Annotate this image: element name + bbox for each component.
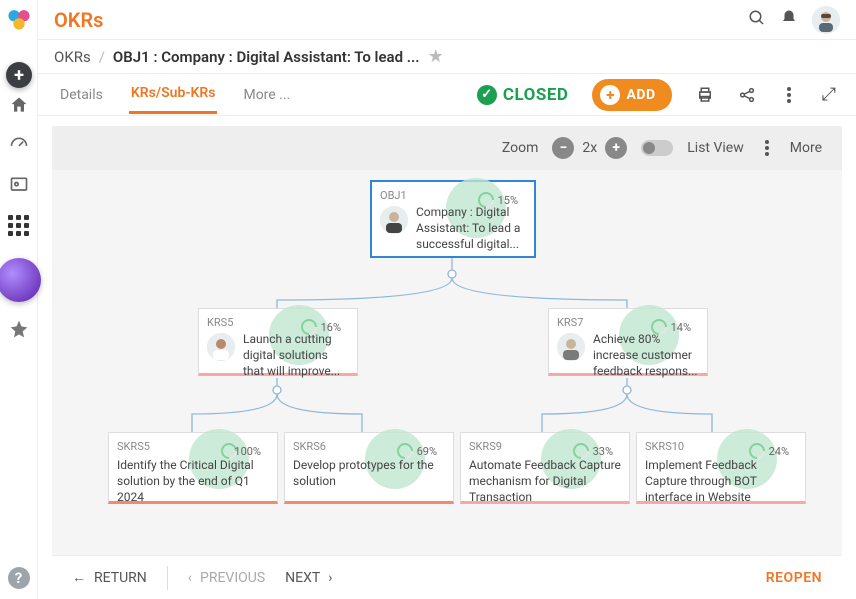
status-badge: ✓ CLOSED: [477, 85, 569, 105]
node-text: Company : Digital Assistant: To lead a s…: [416, 204, 526, 253]
node-text: Identify the Critical Digital solution b…: [117, 457, 269, 506]
nav-dashboard-icon[interactable]: [6, 132, 32, 158]
next-label: NEXT: [285, 570, 320, 586]
print-icon[interactable]: [696, 86, 714, 104]
previous-label: PREVIOUS: [200, 570, 265, 586]
chevron-right-icon: ›: [328, 570, 332, 586]
add-button-label: ADD: [626, 87, 655, 103]
chevron-left-icon: ‹: [188, 570, 192, 586]
tab-krs[interactable]: KRs/Sub-KRs: [129, 75, 218, 114]
node-percent: 69%: [417, 445, 437, 458]
node-skrs10[interactable]: SKRS10 24% Implement Feedback Capture th…: [636, 432, 806, 504]
tab-bar: Details KRs/Sub-KRs More ... ✓ CLOSED + …: [38, 74, 856, 116]
help-button[interactable]: ?: [8, 567, 30, 589]
node-tag: SKRS5: [117, 440, 150, 453]
node-skrs6[interactable]: SKRS6 69% Develop prototypes for the sol…: [284, 432, 454, 504]
nav-contact-icon[interactable]: [6, 172, 32, 198]
zoom-out-button[interactable]: −: [552, 137, 574, 159]
node-text: Launch a cutting digital solutions that …: [243, 331, 349, 380]
arrow-left-icon: ←: [72, 569, 86, 586]
notifications-icon[interactable]: [780, 9, 798, 31]
return-button[interactable]: ← RETURN: [72, 569, 147, 586]
add-button[interactable]: + ADD: [592, 79, 671, 111]
kebab-menu-icon[interactable]: [780, 87, 798, 103]
breadcrumb: OKRs / OBJ1 : Company : Digital Assistan…: [38, 40, 856, 74]
node-skrs9[interactable]: SKRS9 33% Automate Feedback Capture mech…: [460, 432, 630, 504]
nav-favorites-icon[interactable]: [6, 316, 32, 342]
canvas-toolbar: Zoom − 2x + List View More: [52, 126, 842, 170]
search-icon[interactable]: [748, 9, 766, 31]
canvas-more-icon[interactable]: [758, 140, 776, 156]
owner-avatar: [557, 333, 585, 361]
node-percent: 100%: [234, 445, 261, 458]
user-avatar[interactable]: [812, 6, 840, 34]
node-krs7[interactable]: KRS7 14% Achieve 80% increase customer f…: [548, 308, 708, 376]
previous-button[interactable]: ‹ PREVIOUS: [188, 570, 265, 586]
top-bar: OKRs: [38, 0, 856, 40]
page-heading: OKRs: [54, 8, 103, 32]
breadcrumb-current: OBJ1 : Company : Digital Assistant: To l…: [113, 48, 420, 66]
left-sidebar: + ?: [0, 0, 38, 599]
listview-label: List View: [687, 140, 744, 156]
nav-apps-icon[interactable]: [6, 212, 32, 238]
add-plus-icon: +: [600, 85, 620, 105]
node-tag: KRS7: [557, 316, 583, 329]
node-text: Develop prototypes for the solution: [293, 457, 445, 489]
node-tag: KRS5: [207, 316, 233, 329]
node-text: Automate Feedback Capture mechanism for …: [469, 457, 621, 506]
owner-avatar: [207, 333, 235, 361]
node-obj1[interactable]: OBJ1 15% Company : Digital Assistant: To…: [370, 180, 536, 258]
nav-workspace-orb[interactable]: [0, 258, 41, 302]
zoom-level: 2x: [582, 140, 597, 156]
canvas-more-label: More: [790, 140, 822, 156]
zoom-in-button[interactable]: +: [605, 137, 627, 159]
next-button[interactable]: NEXT ›: [285, 570, 332, 586]
status-check-icon: ✓: [477, 85, 497, 105]
node-krs5[interactable]: KRS5 16% Launch a cutting digital soluti…: [198, 308, 358, 376]
favorite-toggle-icon[interactable]: ★: [428, 46, 444, 67]
breadcrumb-separator: /: [99, 48, 105, 66]
node-tag: SKRS6: [293, 440, 326, 453]
owner-avatar: [380, 206, 408, 234]
node-tag: SKRS10: [645, 440, 684, 453]
breadcrumb-root[interactable]: OKRs: [54, 48, 91, 66]
node-tag: SKRS9: [469, 440, 502, 453]
node-percent: 33%: [593, 445, 613, 458]
node-tag: OBJ1: [380, 189, 407, 202]
node-text: Implement Feedback Capture through BOT i…: [645, 457, 797, 506]
node-percent: 24%: [769, 445, 789, 458]
tree-canvas[interactable]: Zoom − 2x + List View More: [52, 126, 842, 555]
main-panel: OKRs OKRs / OBJ1 : Company : Digital Ass…: [38, 0, 856, 599]
reopen-button[interactable]: REOPEN: [766, 570, 822, 586]
node-text: Achieve 80% increase customer feedback r…: [593, 331, 699, 380]
app-logo-icon: [6, 6, 32, 32]
status-label: CLOSED: [503, 85, 569, 105]
global-add-button[interactable]: +: [6, 62, 32, 88]
expand-icon[interactable]: ⤢: [822, 84, 836, 105]
zoom-label: Zoom: [502, 140, 539, 156]
share-icon[interactable]: [738, 86, 756, 104]
tab-details[interactable]: Details: [58, 77, 105, 113]
footer-bar: ← RETURN ‹ PREVIOUS NEXT › REOPEN: [52, 555, 842, 599]
nav-home-icon[interactable]: [6, 92, 32, 118]
node-skrs5[interactable]: SKRS5 100% Identify the Critical Digital…: [108, 432, 278, 504]
tab-more[interactable]: More ...: [241, 77, 292, 113]
listview-toggle[interactable]: [641, 140, 673, 156]
return-label: RETURN: [94, 570, 147, 586]
